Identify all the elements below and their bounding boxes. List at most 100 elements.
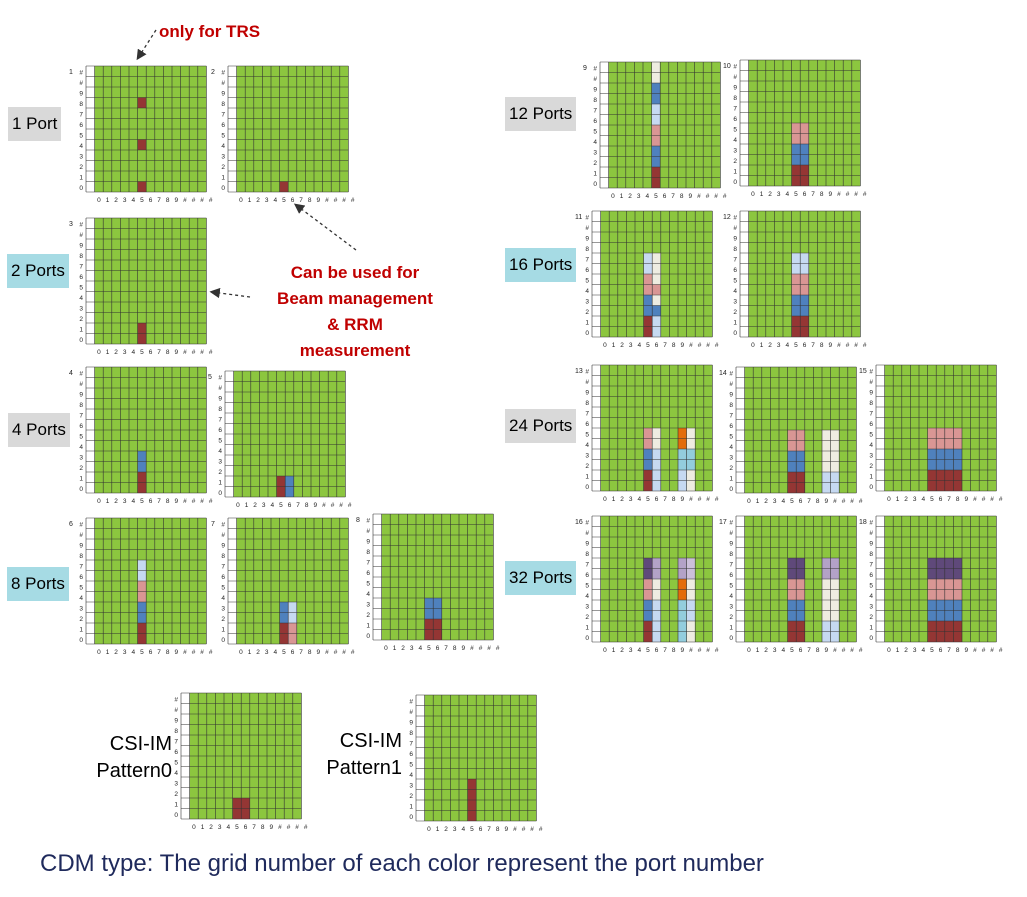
x-tick-label: 9	[828, 342, 832, 349]
x-tick-label: 6	[655, 496, 659, 503]
y-tick-label: 1	[585, 320, 589, 327]
x-tick-label: #	[342, 649, 346, 656]
port-cell-orange	[678, 579, 687, 590]
port-cell-pink	[288, 633, 297, 644]
y-tick-label: 2	[733, 309, 737, 316]
grid-index: 3	[69, 221, 73, 228]
y-tick-label: 9	[869, 541, 873, 548]
y-tick-label: 6	[869, 572, 873, 579]
y-tick-label: 4	[869, 442, 873, 449]
y-tick-label: #	[585, 520, 589, 527]
x-tick-label: #	[697, 193, 701, 200]
x-tick-label: 0	[192, 824, 196, 831]
x-tick-label: 3	[123, 649, 127, 656]
port-cell-cream	[651, 62, 661, 73]
x-tick-label: 8	[672, 342, 676, 349]
y-tick-label: 8	[221, 101, 225, 108]
port-cell-pink	[796, 430, 805, 441]
port-cell-blue	[643, 295, 653, 306]
x-tick-label: 2	[256, 649, 260, 656]
port-cell-red	[643, 621, 653, 632]
x-tick-label: 7	[157, 498, 161, 505]
x-tick-label: #	[973, 496, 977, 503]
label-8-ports: 8 Ports	[7, 567, 69, 601]
y-tick-label: 8	[733, 95, 737, 102]
y-tick-label: 8	[218, 406, 222, 413]
grid-index: 6	[69, 521, 73, 528]
port-cell-red	[643, 326, 653, 337]
x-tick-label: #	[325, 197, 329, 204]
y-tick-label: 6	[729, 423, 733, 430]
y-tick-label: 0	[729, 486, 733, 493]
y-tick-label: 9	[79, 243, 83, 250]
port-cell-blue	[927, 459, 937, 470]
x-tick-label: 0	[887, 647, 891, 654]
x-tick-label: 3	[629, 496, 633, 503]
y-tick-label: 6	[409, 751, 413, 758]
x-tick-label: 8	[680, 193, 684, 200]
y-tick-label: 3	[585, 604, 589, 611]
x-tick-label: 8	[820, 342, 824, 349]
y-tick-label: 1	[409, 804, 413, 811]
x-tick-label: 3	[453, 826, 457, 833]
y-tick-label: 2	[733, 158, 737, 165]
x-tick-label: 0	[97, 498, 101, 505]
port-cell-red	[927, 621, 937, 632]
x-tick-label: #	[850, 647, 854, 654]
y-tick-label: 9	[733, 236, 737, 243]
x-tick-label: 6	[149, 197, 153, 204]
y-tick-label: 5	[221, 133, 225, 140]
x-tick-label: 2	[114, 649, 118, 656]
x-tick-label: 8	[453, 645, 457, 652]
y-tick-label: #	[733, 74, 737, 81]
x-tick-label: 6	[149, 349, 153, 356]
y-tick-label: #	[79, 222, 83, 229]
port-cell-red	[953, 631, 962, 642]
y-tick-label: 0	[174, 812, 178, 819]
x-tick-label: 4	[637, 342, 641, 349]
y-tick-label: #	[729, 530, 733, 537]
y-tick-label: 9	[593, 87, 597, 94]
x-tick-label: 2	[904, 496, 908, 503]
port-cell-red	[137, 482, 147, 493]
y-tick-label: 1	[869, 625, 873, 632]
x-tick-label: 9	[174, 498, 178, 505]
port-cell-cream	[652, 274, 661, 285]
x-tick-label: 4	[921, 496, 925, 503]
x-tick-label: #	[842, 498, 846, 505]
resource-grid-row-18: # #9 8 7 6 5 4 3 2 1 0 0 1 2 3 4 5 6 7 8 9 # # # #18	[858, 515, 1003, 658]
y-tick-label: 7	[174, 739, 178, 746]
port-cell-red	[791, 326, 801, 337]
port-cell-lavender	[678, 568, 687, 579]
y-tick-label: #	[218, 385, 222, 392]
port-cell-red	[787, 631, 797, 642]
x-tick-label: 1	[393, 645, 397, 652]
x-tick-label: 1	[612, 342, 616, 349]
x-tick-label: 6	[803, 191, 807, 198]
port-cell-cream	[652, 579, 661, 590]
note-line-4: measurement	[299, 341, 411, 360]
port-cell-cream	[830, 451, 840, 462]
y-tick-label: 0	[733, 179, 737, 186]
x-tick-label: 1	[106, 197, 110, 204]
y-tick-label: 6	[585, 572, 589, 579]
x-tick-label: 8	[261, 824, 265, 831]
y-tick-label: 1	[733, 169, 737, 176]
y-tick-label: 7	[585, 562, 589, 569]
y-tick-label: 7	[221, 564, 225, 571]
x-tick-label: 0	[427, 826, 431, 833]
x-tick-label: #	[348, 502, 352, 509]
port-cell-red	[791, 316, 801, 327]
y-tick-label: 3	[174, 781, 178, 788]
arrow-to-trs-column	[136, 29, 157, 61]
port-cell-lightblue	[643, 263, 653, 274]
port-cell-red	[953, 621, 962, 632]
port-cell-teal	[678, 610, 687, 621]
x-tick-label: 2	[114, 197, 118, 204]
y-tick-label: 6	[221, 574, 225, 581]
x-tick-label: #	[990, 496, 994, 503]
